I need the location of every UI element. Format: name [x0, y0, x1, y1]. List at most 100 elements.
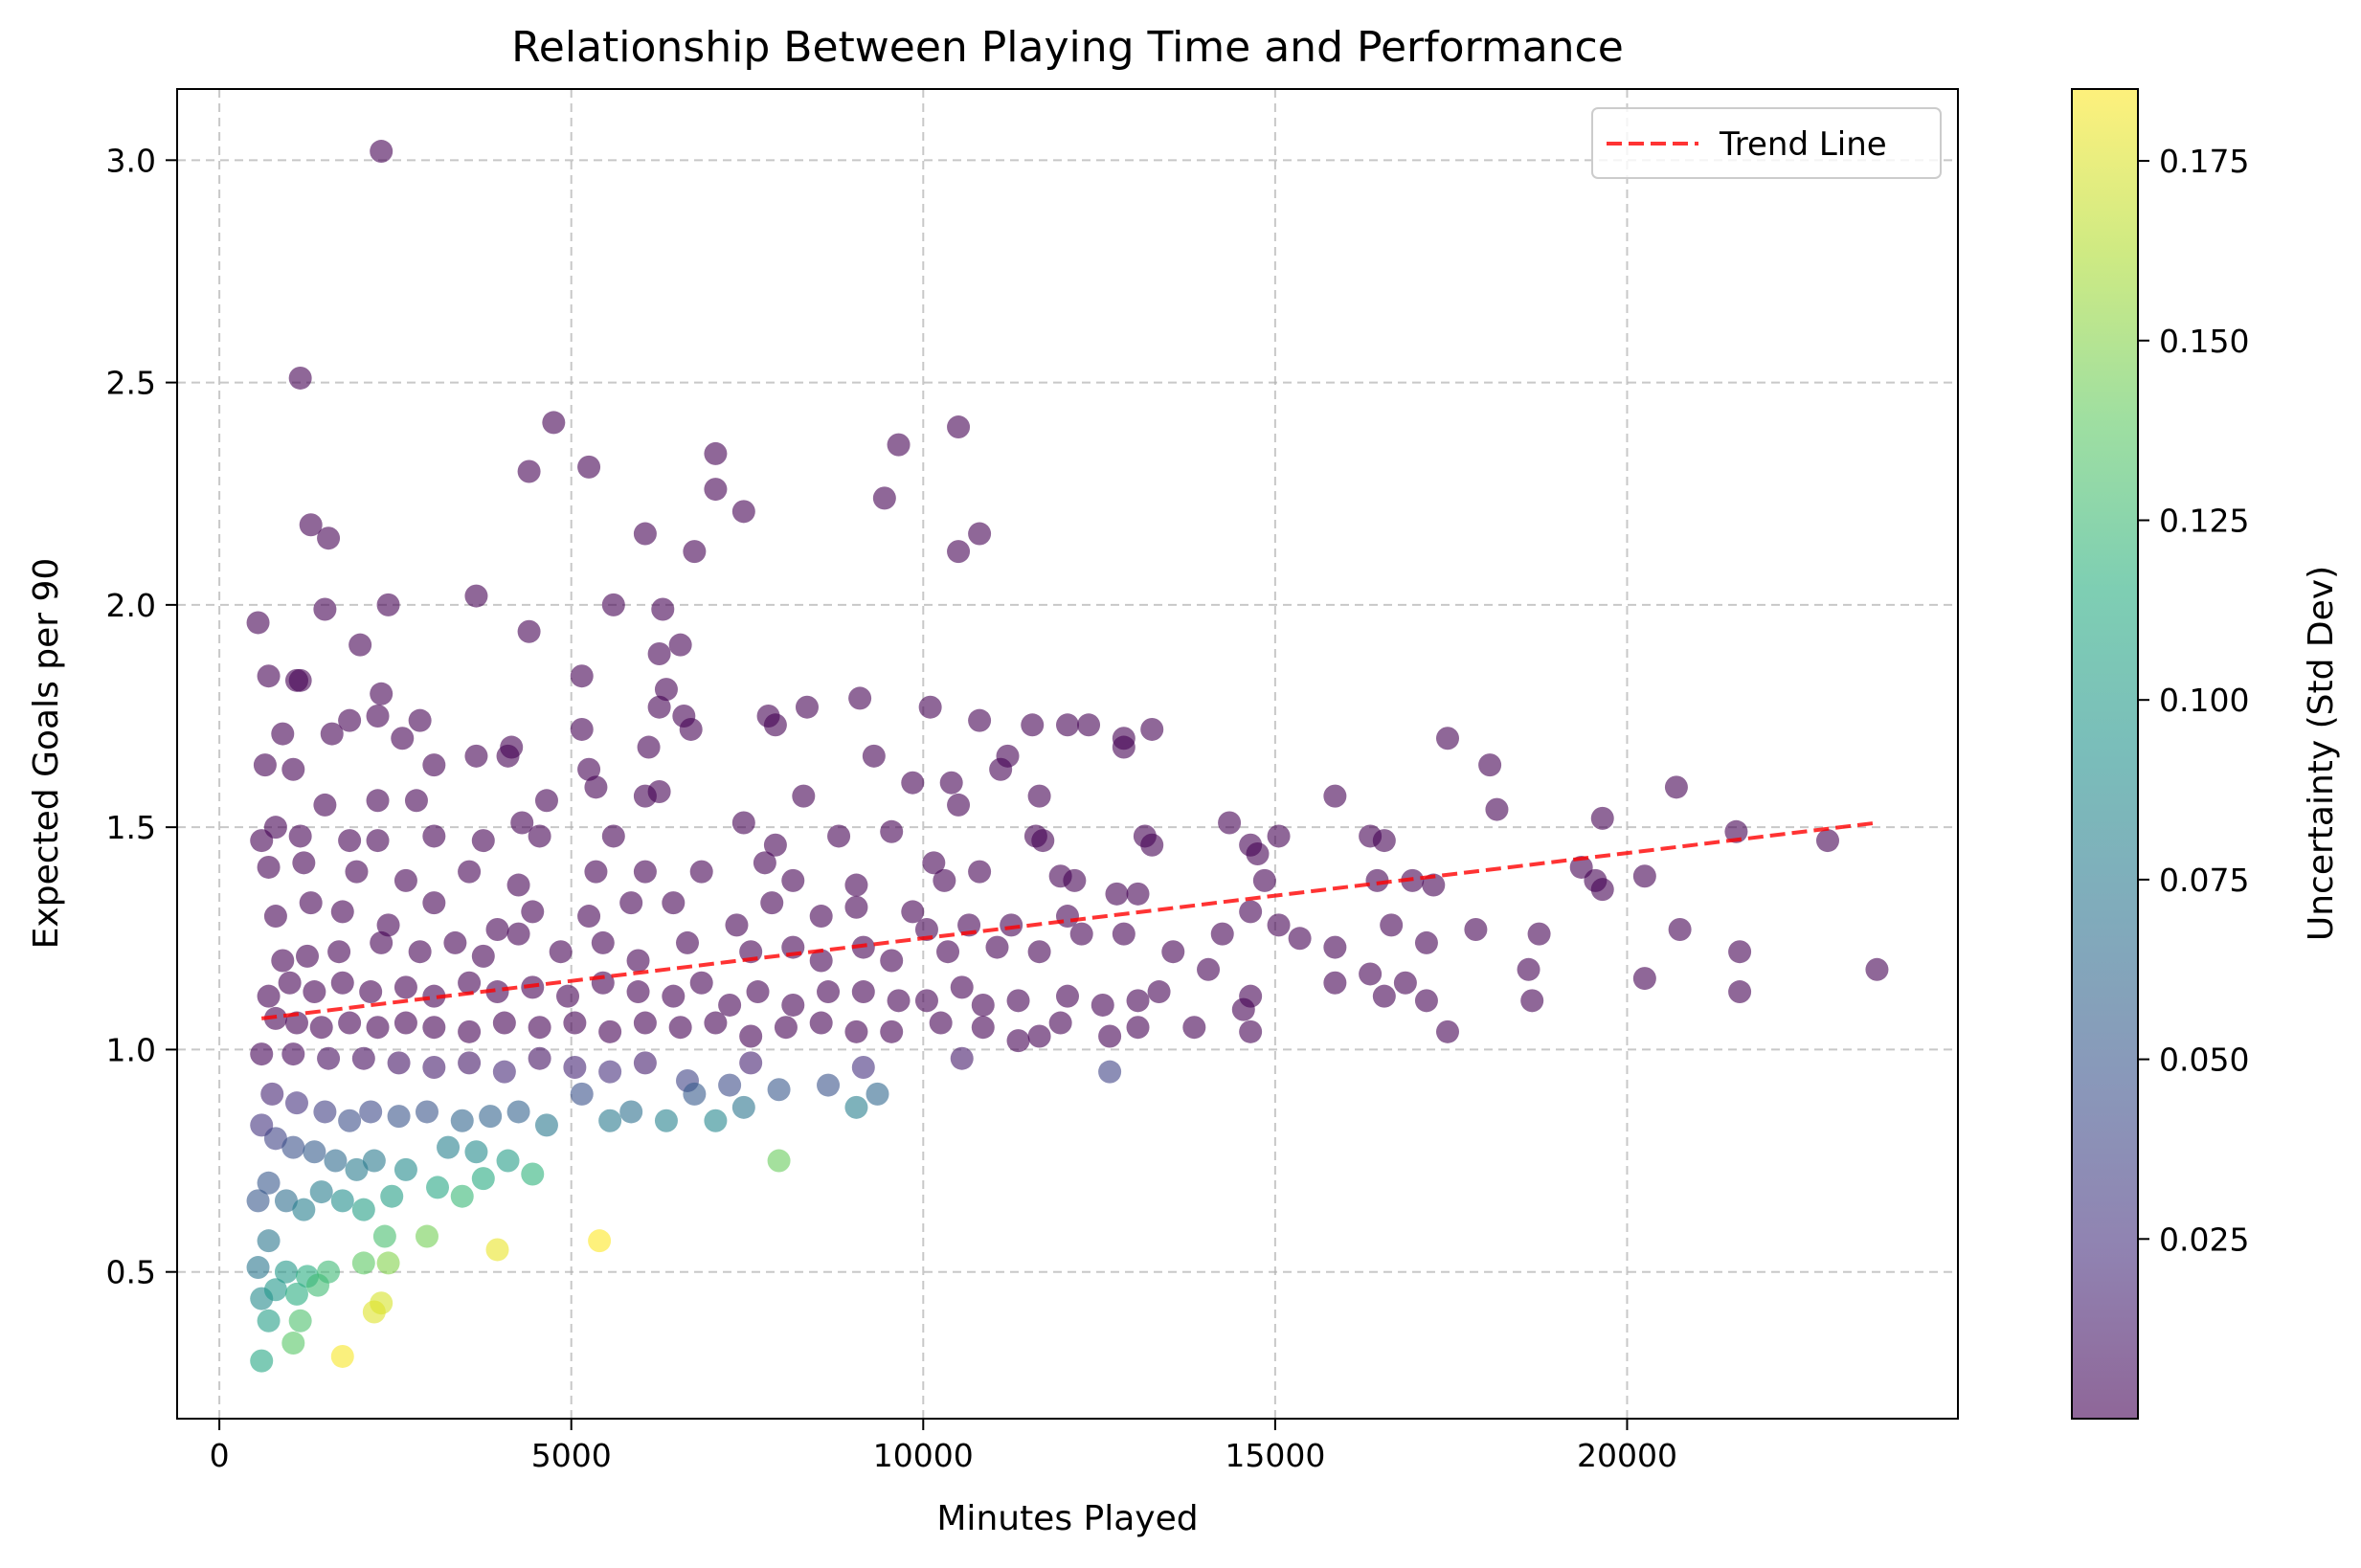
data-point: [284, 668, 308, 692]
data-point: [422, 1056, 446, 1080]
data-point: [296, 944, 320, 968]
data-point: [901, 771, 925, 795]
colorbar-tick-label: 0.125: [2159, 502, 2249, 539]
data-point: [437, 1135, 461, 1159]
data-point: [1048, 864, 1072, 888]
data-point: [922, 851, 946, 875]
data-point: [817, 980, 841, 1004]
data-point: [1140, 833, 1164, 857]
colorbar-tick-label: 0.050: [2159, 1042, 2249, 1079]
data-point: [651, 597, 675, 621]
data-point: [274, 1189, 298, 1213]
data-point: [1112, 922, 1136, 946]
data-point: [422, 824, 446, 848]
data-point: [370, 930, 394, 954]
data-point: [349, 633, 372, 657]
data-point: [683, 1082, 707, 1106]
data-point: [263, 905, 287, 929]
x-tick-label: 20000: [1577, 1437, 1677, 1474]
data-point: [284, 1282, 308, 1306]
data-point: [654, 678, 678, 702]
data-point: [689, 860, 713, 884]
data-point: [372, 1224, 396, 1248]
data-point: [1069, 922, 1093, 946]
data-point: [563, 1056, 587, 1080]
data-point: [704, 1109, 728, 1132]
data-point: [1006, 1029, 1030, 1053]
data-point: [359, 980, 383, 1004]
data-point: [250, 1349, 274, 1373]
data-point: [1218, 811, 1242, 835]
data-point: [827, 824, 851, 848]
data-point: [763, 713, 787, 737]
data-point: [577, 757, 601, 781]
data-point: [809, 1011, 833, 1035]
data-point: [1027, 940, 1051, 964]
data-point: [689, 971, 713, 995]
data-point: [933, 868, 956, 892]
data-point: [1147, 980, 1171, 1004]
data-point: [914, 917, 938, 941]
data-point: [570, 664, 594, 688]
y-tick-label: 0.5: [106, 1254, 156, 1291]
data-point: [844, 873, 868, 897]
data-point: [880, 819, 904, 843]
data-point: [679, 717, 703, 741]
data-point: [1027, 784, 1051, 808]
x-tick-label: 10000: [873, 1437, 974, 1474]
data-point: [633, 784, 657, 808]
data-point: [521, 1162, 545, 1186]
data-point: [844, 1095, 868, 1119]
data-point: [1021, 713, 1045, 737]
data-point: [633, 860, 657, 884]
data-point: [1112, 735, 1136, 759]
data-point: [1380, 913, 1404, 937]
data-point: [872, 486, 896, 510]
data-point: [739, 1051, 763, 1075]
data-point: [668, 1016, 692, 1040]
data-point: [584, 775, 608, 799]
x-tick-label: 0: [210, 1437, 230, 1474]
data-point: [1632, 864, 1656, 888]
data-point: [362, 1149, 386, 1173]
data-point: [633, 1011, 657, 1035]
data-point: [947, 793, 971, 817]
data-point: [376, 913, 400, 937]
data-point: [376, 1251, 400, 1275]
data-point: [1161, 940, 1185, 964]
data-point: [528, 1016, 551, 1040]
data-point: [338, 708, 362, 732]
data-point: [394, 868, 417, 892]
data-point: [918, 695, 942, 719]
data-point: [1590, 806, 1614, 830]
data-point: [320, 722, 344, 746]
colorbar-tick-label: 0.025: [2159, 1221, 2249, 1258]
data-point: [1464, 917, 1488, 941]
data-point: [1323, 784, 1347, 808]
data-point: [774, 1016, 798, 1040]
data-point: [1126, 1016, 1150, 1040]
data-point: [1027, 1024, 1051, 1048]
data-point: [464, 1140, 488, 1164]
colorbar-label: Uncertainty (Std Dev): [2302, 566, 2341, 941]
data-point: [443, 930, 467, 954]
data-point: [345, 860, 369, 884]
data-point: [246, 1189, 270, 1213]
data-point: [591, 971, 615, 995]
data-point: [1668, 917, 1692, 941]
data-point: [809, 905, 833, 929]
data-point: [968, 522, 992, 546]
data-point: [887, 433, 911, 457]
data-point: [510, 811, 534, 835]
data-point: [250, 1042, 274, 1066]
data-point: [506, 873, 530, 897]
data-point: [570, 1082, 594, 1106]
data-point: [309, 1180, 333, 1204]
data-point: [1414, 989, 1438, 1013]
trend-line: [260, 820, 1878, 1020]
data-point: [1098, 1060, 1122, 1084]
data-point: [1520, 989, 1544, 1013]
data-point: [753, 851, 776, 875]
data-point: [1056, 984, 1079, 1008]
data-point: [257, 1229, 281, 1253]
